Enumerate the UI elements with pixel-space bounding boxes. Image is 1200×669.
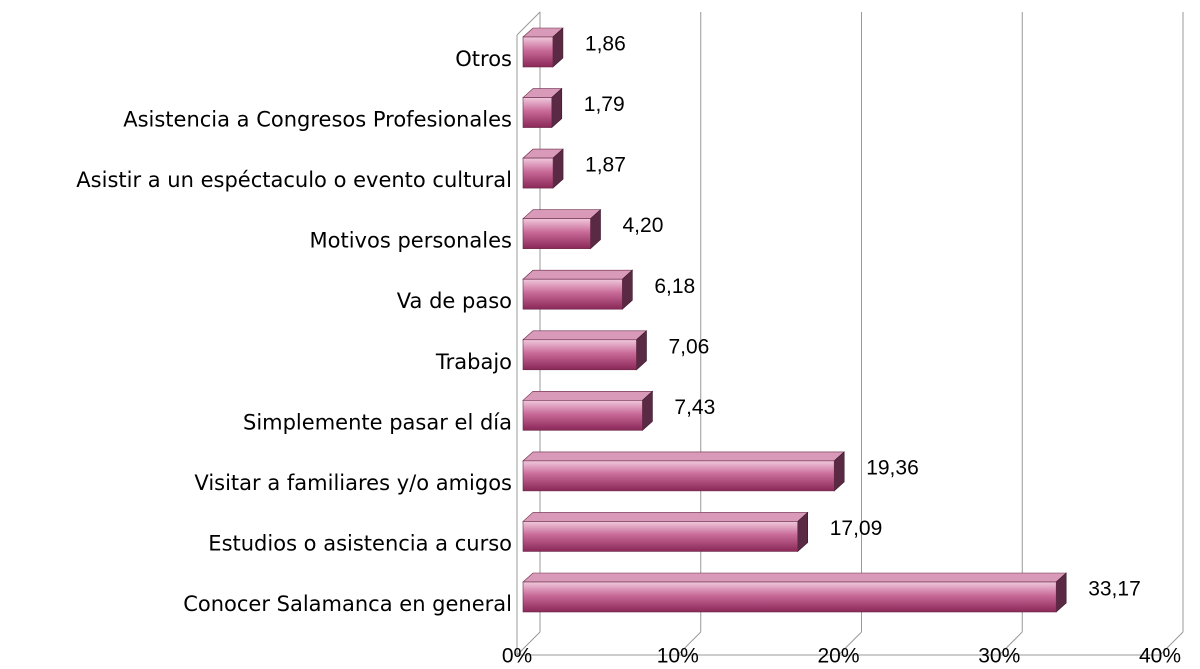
data-label: 33,17 [1088,578,1141,601]
bar-top [522,330,648,341]
bar-top [522,451,845,462]
bar-front [522,36,554,68]
bar-top [522,572,1067,583]
bar [522,208,602,250]
bar-front [522,157,554,189]
grid-line [838,631,862,656]
bar-front [522,339,637,371]
bar [522,87,563,129]
bar-front [522,521,799,552]
bar [522,511,809,553]
bar [522,269,634,310]
bar-top [522,391,654,401]
bar [522,27,564,68]
x-tick-label: 20% [817,645,859,668]
y-tick-label: Asistencia a Congresos Profesionales [123,108,512,132]
y-tick-label: Va de paso [397,289,512,313]
grid-line [998,631,1023,656]
x-tick-label: 10% [657,645,699,668]
y-tick-label: Otros [455,47,512,71]
bar [522,451,845,492]
y-tick-label: Conocer Salamanca en general [183,592,512,616]
bar-front [522,218,591,249]
data-label: 7,06 [668,335,709,358]
bar [522,572,1067,613]
grid-line [1159,631,1184,656]
x-tick-label: 30% [978,645,1020,668]
data-label: 1,79 [584,93,625,116]
y-tick-label: Visitar a familiares y/o amigos [194,471,512,495]
y-tick-label: Simplemente pasar el día [243,410,512,434]
bar-front [522,581,1057,613]
x-tick-label: 0% [502,645,532,668]
grid-line [677,631,702,656]
y-tick-label: Estudios o asistencia a curso [208,531,512,555]
wall-edge [516,11,541,36]
bar-top [522,512,809,522]
bar-front [522,460,835,492]
grid-line [516,631,541,656]
y-tick-label: Asistir a un espéctaculo o evento cultur… [76,168,512,192]
bar [522,148,564,189]
bar-top [522,209,602,219]
bar [522,390,654,432]
data-label: 1,87 [585,154,626,177]
data-label: 19,36 [866,456,919,479]
data-label: 1,86 [585,33,626,56]
data-label: 6,18 [654,275,695,298]
data-label: 7,43 [674,396,715,419]
bar-front [522,97,553,128]
bar-front [522,400,643,431]
y-tick-label: Motivos personales [310,229,512,253]
bar-front [522,278,623,310]
bar-top [522,269,634,280]
y-tick-label: Trabajo [435,350,512,374]
x-tick-label: 40% [1139,645,1181,668]
bar [522,330,648,371]
data-label: 17,09 [830,517,883,540]
data-label: 4,20 [623,214,664,237]
